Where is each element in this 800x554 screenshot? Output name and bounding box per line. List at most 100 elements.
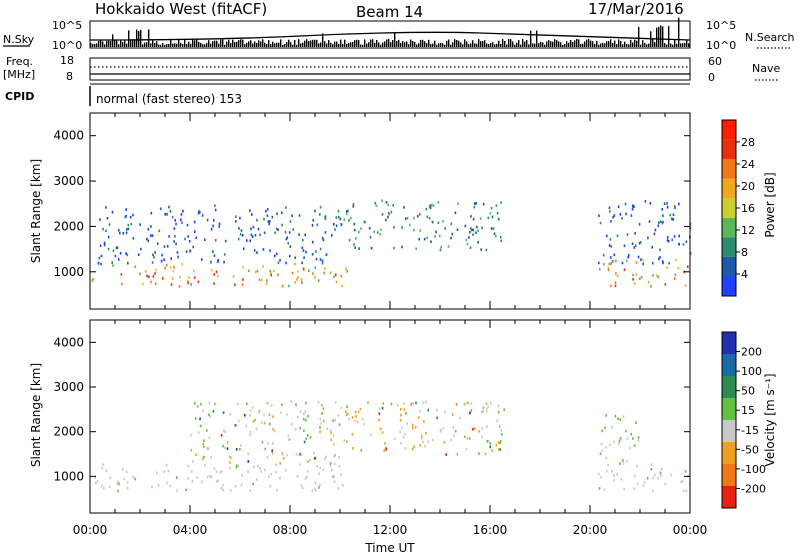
nsky-bar: [154, 43, 156, 47]
echo-cell: [322, 419, 325, 423]
echo-cell: [337, 209, 340, 213]
echo-cell: [186, 223, 189, 227]
echo-cell: [610, 284, 612, 288]
echo-cell: [194, 402, 196, 405]
echo-cell: [132, 213, 134, 217]
colorbar-segment: [722, 237, 736, 257]
echo-cell: [314, 275, 316, 279]
echo-cell: [281, 451, 283, 455]
echo-cell: [400, 413, 402, 417]
echo-cell: [345, 212, 348, 216]
echo-cell: [275, 227, 278, 231]
echo-cell: [499, 440, 502, 443]
nsky-bar: [466, 41, 468, 47]
nsky-bar: [480, 41, 482, 47]
echo-cell: [168, 235, 170, 238]
nsky-bar: [368, 42, 370, 47]
echo-cell: [178, 285, 181, 288]
echo-cell: [257, 227, 260, 231]
echo-cell: [111, 261, 113, 264]
echo-cell: [254, 233, 257, 237]
colorbar-segment: [722, 276, 736, 296]
nsky-bar: [252, 43, 254, 47]
echo-cell: [255, 427, 258, 431]
nsky-bar: [538, 43, 540, 47]
echo-cell: [116, 246, 119, 249]
nsky-bar: [550, 41, 552, 47]
nsky-bar: [152, 39, 154, 47]
echo-cell: [439, 429, 442, 433]
echo-cell: [224, 446, 226, 450]
echo-cell: [196, 476, 198, 479]
echo-cell: [129, 215, 132, 219]
nsky-bar: [592, 41, 594, 47]
nsky-bar: [90, 43, 92, 47]
echo-cell: [205, 429, 208, 432]
echo-cell: [663, 202, 666, 205]
nsky-bar: [218, 43, 220, 47]
echo-cell: [337, 414, 340, 417]
echo-cell: [353, 222, 356, 226]
nsky-bar: [134, 40, 136, 47]
echo-cell: [599, 221, 602, 225]
echo-cell: [165, 263, 168, 267]
echo-cell: [190, 434, 192, 437]
echo-cell: [188, 276, 190, 279]
nsky-bar: [458, 40, 460, 47]
echo-cell: [413, 228, 415, 232]
echo-cell: [285, 206, 287, 209]
echo-cell: [285, 237, 288, 241]
echo-cell: [348, 238, 351, 242]
echo-cell: [132, 475, 135, 479]
nsky-bar: [148, 29, 150, 47]
nsky-bar: [654, 42, 656, 47]
echo-cell: [322, 407, 325, 410]
echo-cell: [122, 467, 124, 471]
echo-cell: [116, 482, 118, 485]
echo-cell: [646, 476, 649, 480]
y-tick-label: 4000: [53, 335, 84, 349]
echo-cell: [217, 274, 219, 278]
echo-cell: [373, 230, 375, 233]
nsky-bar: [130, 40, 132, 47]
echo-cell: [657, 275, 660, 279]
echo-cell: [463, 402, 466, 406]
colorbar-segment: [722, 198, 736, 218]
echo-cell: [103, 241, 106, 245]
nsky-bar: [352, 41, 354, 47]
echo-cell: [315, 257, 318, 261]
echo-cell: [610, 256, 612, 259]
nsky-bar: [490, 43, 492, 47]
cpid-text: normal (fast stereo) 153: [96, 92, 242, 106]
echo-cell: [642, 258, 644, 262]
echo-cell: [270, 404, 273, 407]
echo-cell: [419, 213, 421, 216]
nsky-bar: [390, 42, 392, 47]
echo-cell: [256, 218, 258, 222]
nsky-bar: [594, 44, 596, 47]
echo-cell: [268, 475, 270, 479]
nsky-bar: [308, 41, 310, 47]
echo-cell: [207, 447, 210, 451]
echo-cell: [193, 220, 196, 224]
echo-cell: [279, 462, 282, 465]
nsky-bar: [516, 42, 518, 47]
echo-cell: [186, 279, 189, 283]
echo-cell: [210, 260, 212, 264]
nsky-bar: [372, 39, 374, 47]
echo-cell: [332, 442, 335, 446]
echo-cell: [144, 270, 147, 273]
echo-cell: [470, 227, 472, 230]
colorbar-segment: [722, 376, 736, 398]
echo-cell: [306, 470, 309, 473]
echo-cell: [202, 457, 204, 461]
echo-cell: [226, 447, 229, 450]
y-tick-label: 2000: [53, 425, 84, 439]
echo-cell: [170, 283, 173, 286]
echo-cell: [343, 439, 346, 442]
echo-cell: [272, 427, 274, 431]
colorbar-segment: [722, 398, 736, 420]
echo-cell: [378, 418, 380, 422]
echo-cell: [264, 447, 267, 451]
power-panel: 1000 2000 3000 4000 Slant Range [km] 4 8 12 16…: [29, 112, 777, 310]
